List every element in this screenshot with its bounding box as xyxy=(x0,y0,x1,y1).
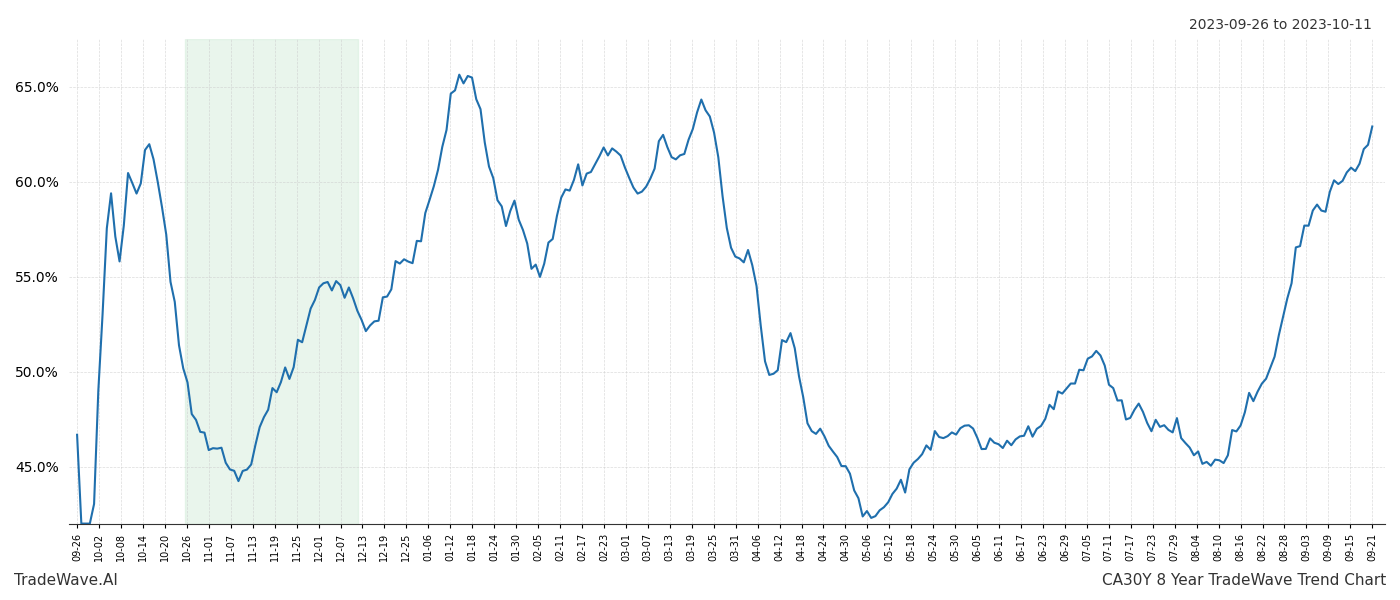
Text: TradeWave.AI: TradeWave.AI xyxy=(14,573,118,588)
Text: 2023-09-26 to 2023-10-11: 2023-09-26 to 2023-10-11 xyxy=(1189,18,1372,32)
Bar xyxy=(185,39,358,524)
Text: CA30Y 8 Year TradeWave Trend Chart: CA30Y 8 Year TradeWave Trend Chart xyxy=(1102,573,1386,588)
